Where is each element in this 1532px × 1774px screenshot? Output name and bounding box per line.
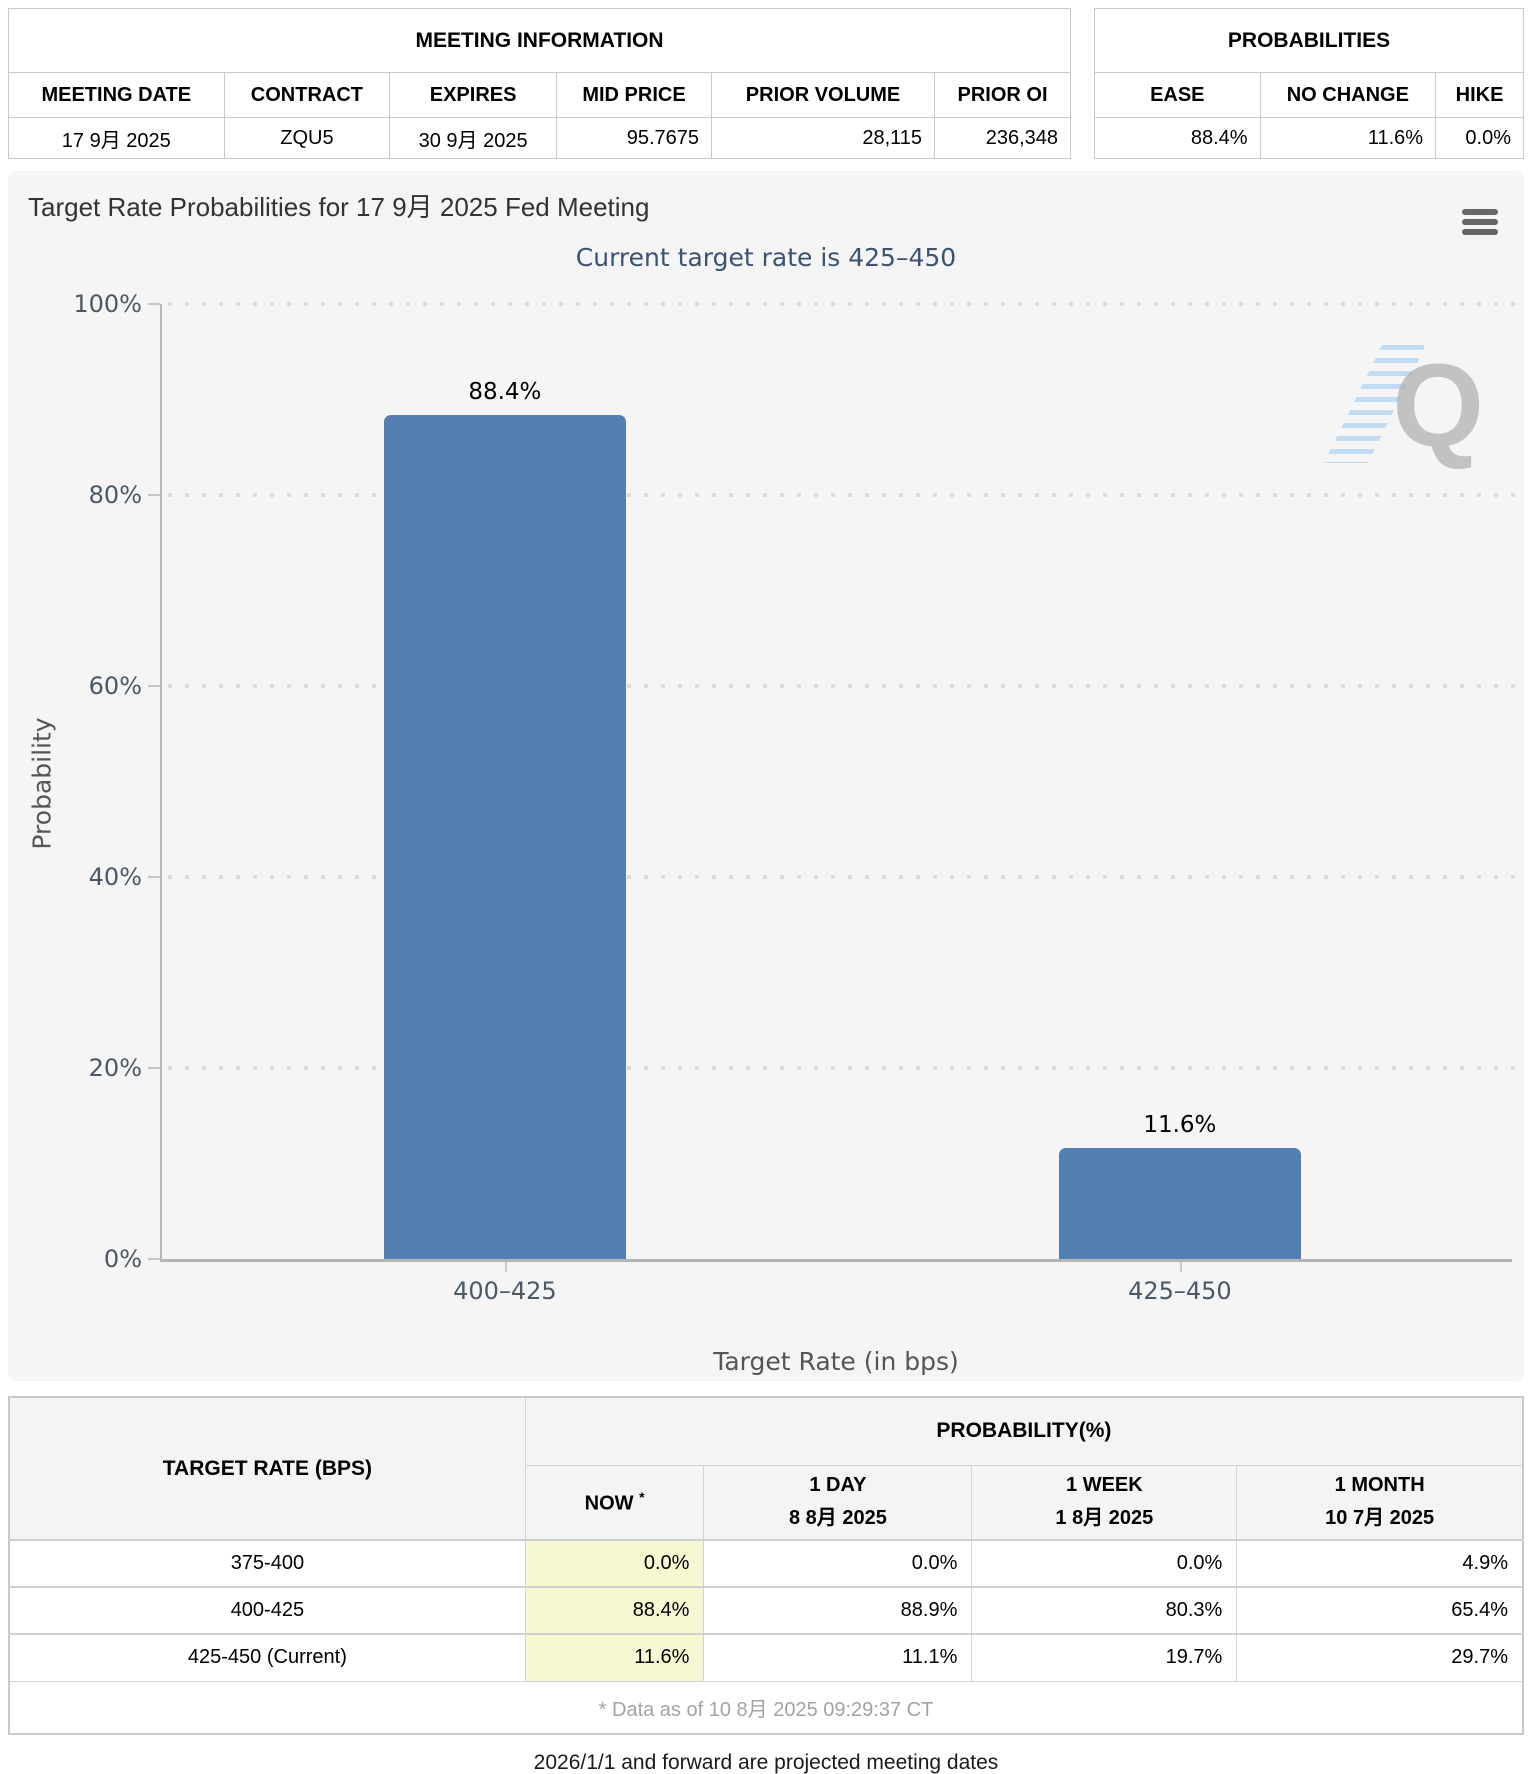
bar-slot: 11.6% 425–450 — [1058, 304, 1301, 1305]
col-mid-price: MID PRICE — [555, 72, 713, 118]
x-tick-mark — [504, 1262, 507, 1272]
bar — [383, 414, 626, 1259]
meeting-info-title: MEETING INFORMATION — [8, 8, 1071, 73]
y-axis-title: Probability — [27, 716, 57, 850]
chart-context-menu-button[interactable] — [1462, 205, 1498, 239]
col-ease: EASE — [1094, 72, 1261, 118]
rate-range: 375-400 — [8, 1539, 526, 1588]
table-row: 375-400 0.0% 0.0% 0.0% 4.9% — [8, 1539, 1524, 1588]
month-probability: 29.7% — [1236, 1633, 1524, 1682]
one-month-column-header: 1 MONTH 10 7月 2025 — [1236, 1464, 1524, 1541]
y-tick-label: 100% — [73, 290, 142, 318]
bar — [1058, 1148, 1301, 1259]
week-probability: 19.7% — [971, 1633, 1238, 1682]
x-category-label: 400–425 — [453, 1277, 557, 1305]
now-probability: 88.4% — [524, 1586, 705, 1635]
day-probability: 0.0% — [703, 1539, 973, 1588]
watermark-q-letter: Q — [1392, 340, 1484, 472]
bar-value-label: 11.6% — [1143, 1112, 1217, 1139]
top-tables-row: MEETING INFORMATION MEETING DATE CONTRAC… — [0, 0, 1532, 159]
table-row: 400-425 88.4% 88.9% 80.3% 65.4% — [8, 1586, 1524, 1635]
week-probability: 0.0% — [971, 1539, 1238, 1588]
probability-history-table: TARGET RATE (BPS) PROBABILITY(%) NOW * 1… — [8, 1396, 1524, 1735]
y-tick-label: 20% — [88, 1054, 142, 1082]
rate-range: 425-450 (Current) — [8, 1633, 526, 1682]
data-as-of-footnote: * Data as of 10 8月 2025 09:29:37 CT — [8, 1680, 1524, 1735]
y-tick-label: 60% — [88, 672, 142, 700]
prior-oi-value: 236,348 — [934, 117, 1071, 159]
y-tick-label: 0% — [103, 1245, 142, 1273]
month-probability: 65.4% — [1236, 1586, 1524, 1635]
x-category-label: 425–450 — [1128, 1277, 1232, 1305]
hamburger-icon — [1462, 209, 1498, 235]
target-rate-bps-header: TARGET RATE (BPS) — [8, 1396, 526, 1541]
x-tick-mark — [1179, 1262, 1182, 1272]
projected-dates-note: 2026/1/1 and forward are projected meeti… — [533, 1751, 999, 1774]
day-probability: 11.1% — [703, 1633, 973, 1682]
col-hike: HIKE — [1435, 72, 1524, 118]
quikstrike-watermark: Q — [1324, 339, 1484, 479]
chart-title: Target Rate Probabilities for 17 9月 2025… — [28, 192, 650, 222]
col-no-change: NO CHANGE — [1259, 72, 1437, 118]
one-day-column-header: 1 DAY 8 8月 2025 — [703, 1464, 973, 1541]
col-expires: EXPIRES — [389, 72, 557, 118]
col-prior-oi: PRIOR OI — [934, 72, 1071, 118]
probability-group-header: PROBABILITY(%) — [524, 1396, 1524, 1466]
hike-value: 0.0% — [1435, 117, 1524, 159]
table-row: 425-450 (Current) 11.6% 11.1% 19.7% 29.7… — [8, 1633, 1524, 1682]
now-probability: 11.6% — [524, 1633, 705, 1682]
y-tick-label: 40% — [88, 863, 142, 891]
x-axis-title: Target Rate (in bps) — [713, 1347, 959, 1376]
meeting-date-value: 17 9月 2025 — [8, 117, 225, 159]
ease-value: 88.4% — [1094, 117, 1261, 159]
day-probability: 88.9% — [703, 1586, 973, 1635]
col-prior-volume: PRIOR VOLUME — [711, 72, 936, 118]
one-week-column-header: 1 WEEK 1 8月 2025 — [971, 1464, 1238, 1541]
rate-range: 400-425 — [8, 1586, 526, 1635]
probabilities-summary-table: PROBABILITIES EASE NO CHANGE HIKE 88.4% … — [1094, 8, 1524, 159]
now-asterisk: * — [639, 1488, 645, 1505]
target-rate-chart-panel: Target Rate Probabilities for 17 9月 2025… — [8, 171, 1526, 1381]
week-probability: 80.3% — [971, 1586, 1238, 1635]
probabilities-title: PROBABILITIES — [1094, 8, 1524, 73]
prior-volume-value: 28,115 — [711, 117, 936, 159]
bar-slot: 88.4% 400–425 — [383, 304, 626, 1305]
expires-value: 30 9月 2025 — [389, 117, 557, 159]
now-probability: 0.0% — [524, 1539, 705, 1588]
month-probability: 4.9% — [1236, 1539, 1524, 1588]
y-tick-label: 80% — [88, 481, 142, 509]
plot-area: 100% 80% 60% 40% 20% 0% 88.4% 400–425 — [73, 290, 1526, 1305]
col-meeting-date: MEETING DATE — [8, 72, 225, 118]
col-contract: CONTRACT — [223, 72, 391, 118]
no-change-value: 11.6% — [1259, 117, 1437, 159]
now-column-header: NOW * — [524, 1464, 705, 1541]
meeting-information-table: MEETING INFORMATION MEETING DATE CONTRAC… — [8, 8, 1071, 159]
bar-value-label: 88.4% — [468, 378, 542, 405]
chart-subtitle: Current target rate is 425–450 — [575, 243, 957, 272]
contract-value: ZQU5 — [223, 117, 391, 159]
mid-price-value: 95.7675 — [555, 117, 713, 159]
